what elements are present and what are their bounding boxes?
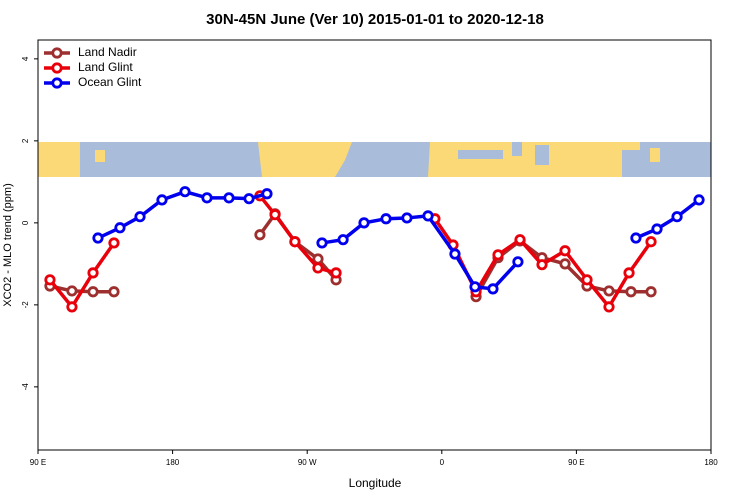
data-point: [108, 286, 120, 298]
data-point: [312, 253, 324, 265]
data-point: [87, 286, 99, 298]
y-tick-label: -2: [21, 301, 30, 309]
data-point: [693, 194, 705, 206]
data-point: [330, 267, 342, 279]
data-point: [44, 274, 56, 286]
y-tick-label: 2: [21, 138, 30, 143]
y-tick-label: -4: [21, 383, 30, 391]
data-point: [645, 286, 657, 298]
data-point: [559, 245, 571, 257]
x-tick-label: 180: [704, 458, 718, 467]
x-axis-label: Longitude: [349, 476, 402, 490]
legend-label: Ocean Glint: [78, 75, 142, 89]
legend-marker: [51, 77, 63, 89]
data-point: [536, 259, 548, 271]
map-strip: [38, 142, 711, 177]
y-tick-label: 0: [21, 220, 30, 225]
legend-label: Land Nadir: [78, 45, 137, 59]
data-point: [603, 285, 615, 297]
data-point: [66, 285, 78, 297]
data-point: [449, 248, 461, 260]
data-point: [380, 213, 392, 225]
data-point: [559, 258, 571, 270]
data-point: [645, 236, 657, 248]
y-axis-label: XCO2 - MLO trend (ppm): [2, 183, 14, 306]
legend-label: Land Glint: [78, 60, 133, 74]
data-point: [261, 188, 273, 200]
data-point: [422, 210, 434, 222]
x-tick-label: 0: [440, 458, 445, 467]
data-point: [156, 194, 168, 206]
data-point: [289, 236, 301, 248]
data-point: [651, 223, 663, 235]
x-tick-label: 180: [166, 458, 180, 467]
data-point: [581, 274, 593, 286]
data-point: [603, 301, 615, 313]
data-point: [492, 249, 504, 261]
legend-marker: [51, 47, 63, 59]
data-point: [134, 211, 146, 223]
data-point: [630, 232, 642, 244]
data-point: [512, 256, 524, 268]
data-point: [269, 209, 281, 221]
data-point: [243, 193, 255, 205]
data-point: [87, 267, 99, 279]
data-point: [114, 222, 126, 234]
data-point: [337, 234, 349, 246]
y-tick-label: 4: [21, 56, 30, 61]
legend-marker: [51, 62, 63, 74]
data-point: [316, 237, 328, 249]
data-point: [179, 186, 191, 198]
data-point: [623, 267, 635, 279]
data-point: [469, 281, 481, 293]
data-point: [401, 212, 413, 224]
x-tick-label: 90 W: [298, 458, 317, 467]
data-point: [92, 232, 104, 244]
chart-title: 30N-45N June (Ver 10) 2015-01-01 to 2020…: [206, 11, 544, 28]
data-point: [254, 229, 266, 241]
data-point: [108, 237, 120, 249]
data-point: [312, 262, 324, 274]
x-tick-label: 90 E: [568, 458, 584, 467]
x-tick-label: 90 E: [30, 458, 46, 467]
data-point: [671, 211, 683, 223]
data-point: [358, 217, 370, 229]
data-point: [625, 286, 637, 298]
plot-frame: [37, 39, 712, 451]
data-point: [223, 192, 235, 204]
data-point: [487, 283, 499, 295]
series-line: [97, 189, 701, 291]
data-point: [201, 192, 213, 204]
data-point: [514, 234, 526, 246]
data-point: [66, 301, 78, 313]
